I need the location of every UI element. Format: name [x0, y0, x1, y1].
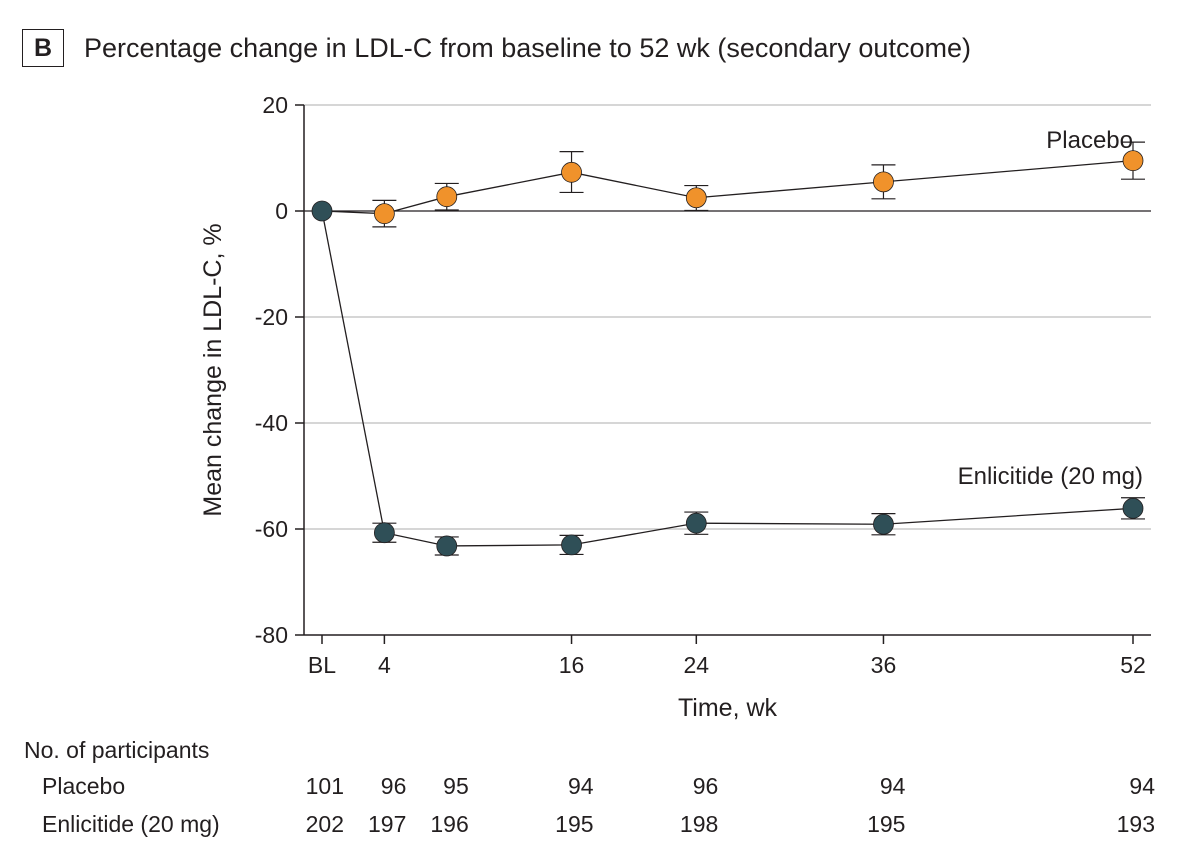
x-tick-label: BL	[308, 652, 336, 678]
table-count: 195	[867, 811, 905, 837]
y-tick-label: 20	[262, 92, 288, 118]
x-tick-label: 52	[1120, 652, 1146, 678]
table-count: 198	[680, 811, 718, 837]
table-count: 94	[568, 773, 594, 799]
y-tick-label: -40	[255, 410, 288, 436]
data-point	[561, 161, 582, 183]
y-tick-label: 0	[275, 198, 288, 224]
y-tick-label: -60	[255, 516, 288, 542]
data-point	[561, 534, 582, 556]
x-tick-label: 16	[559, 652, 585, 678]
data-point	[1122, 150, 1144, 172]
table-count: 94	[1129, 773, 1155, 799]
table-count: 196	[430, 811, 468, 837]
y-tick-label: -80	[255, 622, 288, 648]
table-count: 101	[306, 773, 344, 799]
table-count: 195	[555, 811, 593, 837]
table-count: 197	[368, 811, 406, 837]
table-row-label: Enlicitide (20 mg)	[42, 811, 220, 837]
x-tick-label: 24	[684, 652, 710, 678]
panel-label: B	[22, 29, 64, 67]
data-point	[373, 522, 395, 544]
data-point	[685, 187, 707, 209]
y-axis-title: Mean change in LDL-C, %	[199, 223, 227, 516]
data-point	[873, 513, 894, 535]
table-title: No. of participants	[24, 737, 209, 763]
data-point	[685, 512, 707, 534]
x-tick-label: 4	[378, 652, 391, 678]
table-count: 94	[880, 773, 906, 799]
table-count: 202	[306, 811, 344, 837]
table-count: 96	[693, 773, 719, 799]
x-axis-title: Time, wk	[678, 694, 778, 722]
y-tick-label: -20	[255, 304, 288, 330]
data-point	[873, 171, 894, 193]
x-tick-label: 36	[871, 652, 897, 678]
series-label-enlicitide: Enlicitide (20 mg)	[958, 463, 1143, 490]
data-point	[1122, 497, 1144, 519]
data-point	[373, 203, 395, 225]
series-line	[321, 210, 1134, 547]
table-row-label: Placebo	[42, 773, 125, 799]
chart-title: Percentage change in LDL-C from baseline…	[84, 33, 971, 63]
data-point	[436, 535, 458, 557]
table-count: 96	[381, 773, 407, 799]
series-label-placebo: Placebo	[1046, 127, 1133, 154]
data-point	[436, 186, 458, 208]
table-count: 193	[1117, 811, 1155, 837]
baseline-point	[311, 200, 333, 222]
table-count: 95	[443, 773, 469, 799]
